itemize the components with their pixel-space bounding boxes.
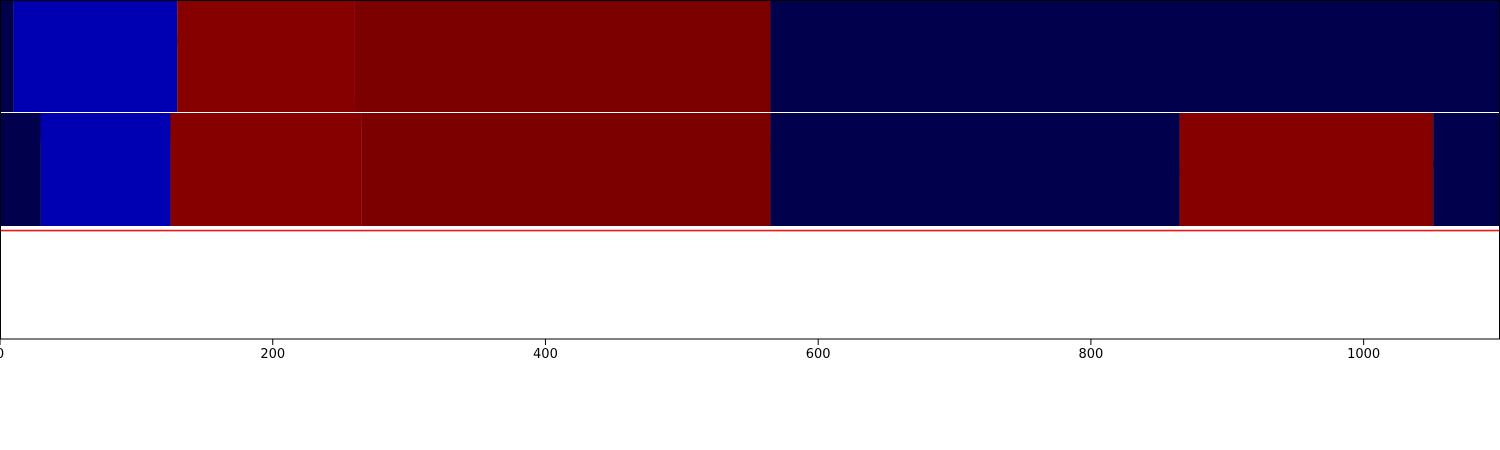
track-2-segment-5: [770, 113, 1180, 226]
track-2-segment-1: [0, 113, 41, 226]
track-2-segment-7: [1433, 113, 1500, 226]
x-tick-label-600: 600: [806, 347, 831, 362]
segment-track-2: [0, 113, 1500, 226]
segment-track-1: [0, 0, 1500, 113]
track-1-segment-5: [770, 0, 1500, 113]
track-1-segment-4: [354, 0, 771, 113]
segment-tracks: [0, 0, 1500, 226]
x-tick-label-0: 0: [0, 347, 4, 362]
x-tick-label-800: 800: [1078, 347, 1103, 362]
x-tick-label-400: 400: [533, 347, 558, 362]
signal-panel-background: [0, 226, 1500, 339]
track-2-segment-4: [361, 113, 771, 226]
track-2-segment-3: [170, 113, 362, 226]
track-1-segment-1: [0, 0, 14, 113]
x-tick-label-200: 200: [260, 347, 285, 362]
track-2-segment-6: [1179, 113, 1434, 226]
signal-panel: [0, 0, 1500, 339]
x-tick-label-1000: 1000: [1347, 347, 1380, 362]
track-1-segment-2: [13, 0, 178, 113]
track-2-segment-2: [40, 113, 171, 226]
track-1-segment-3: [177, 0, 355, 113]
